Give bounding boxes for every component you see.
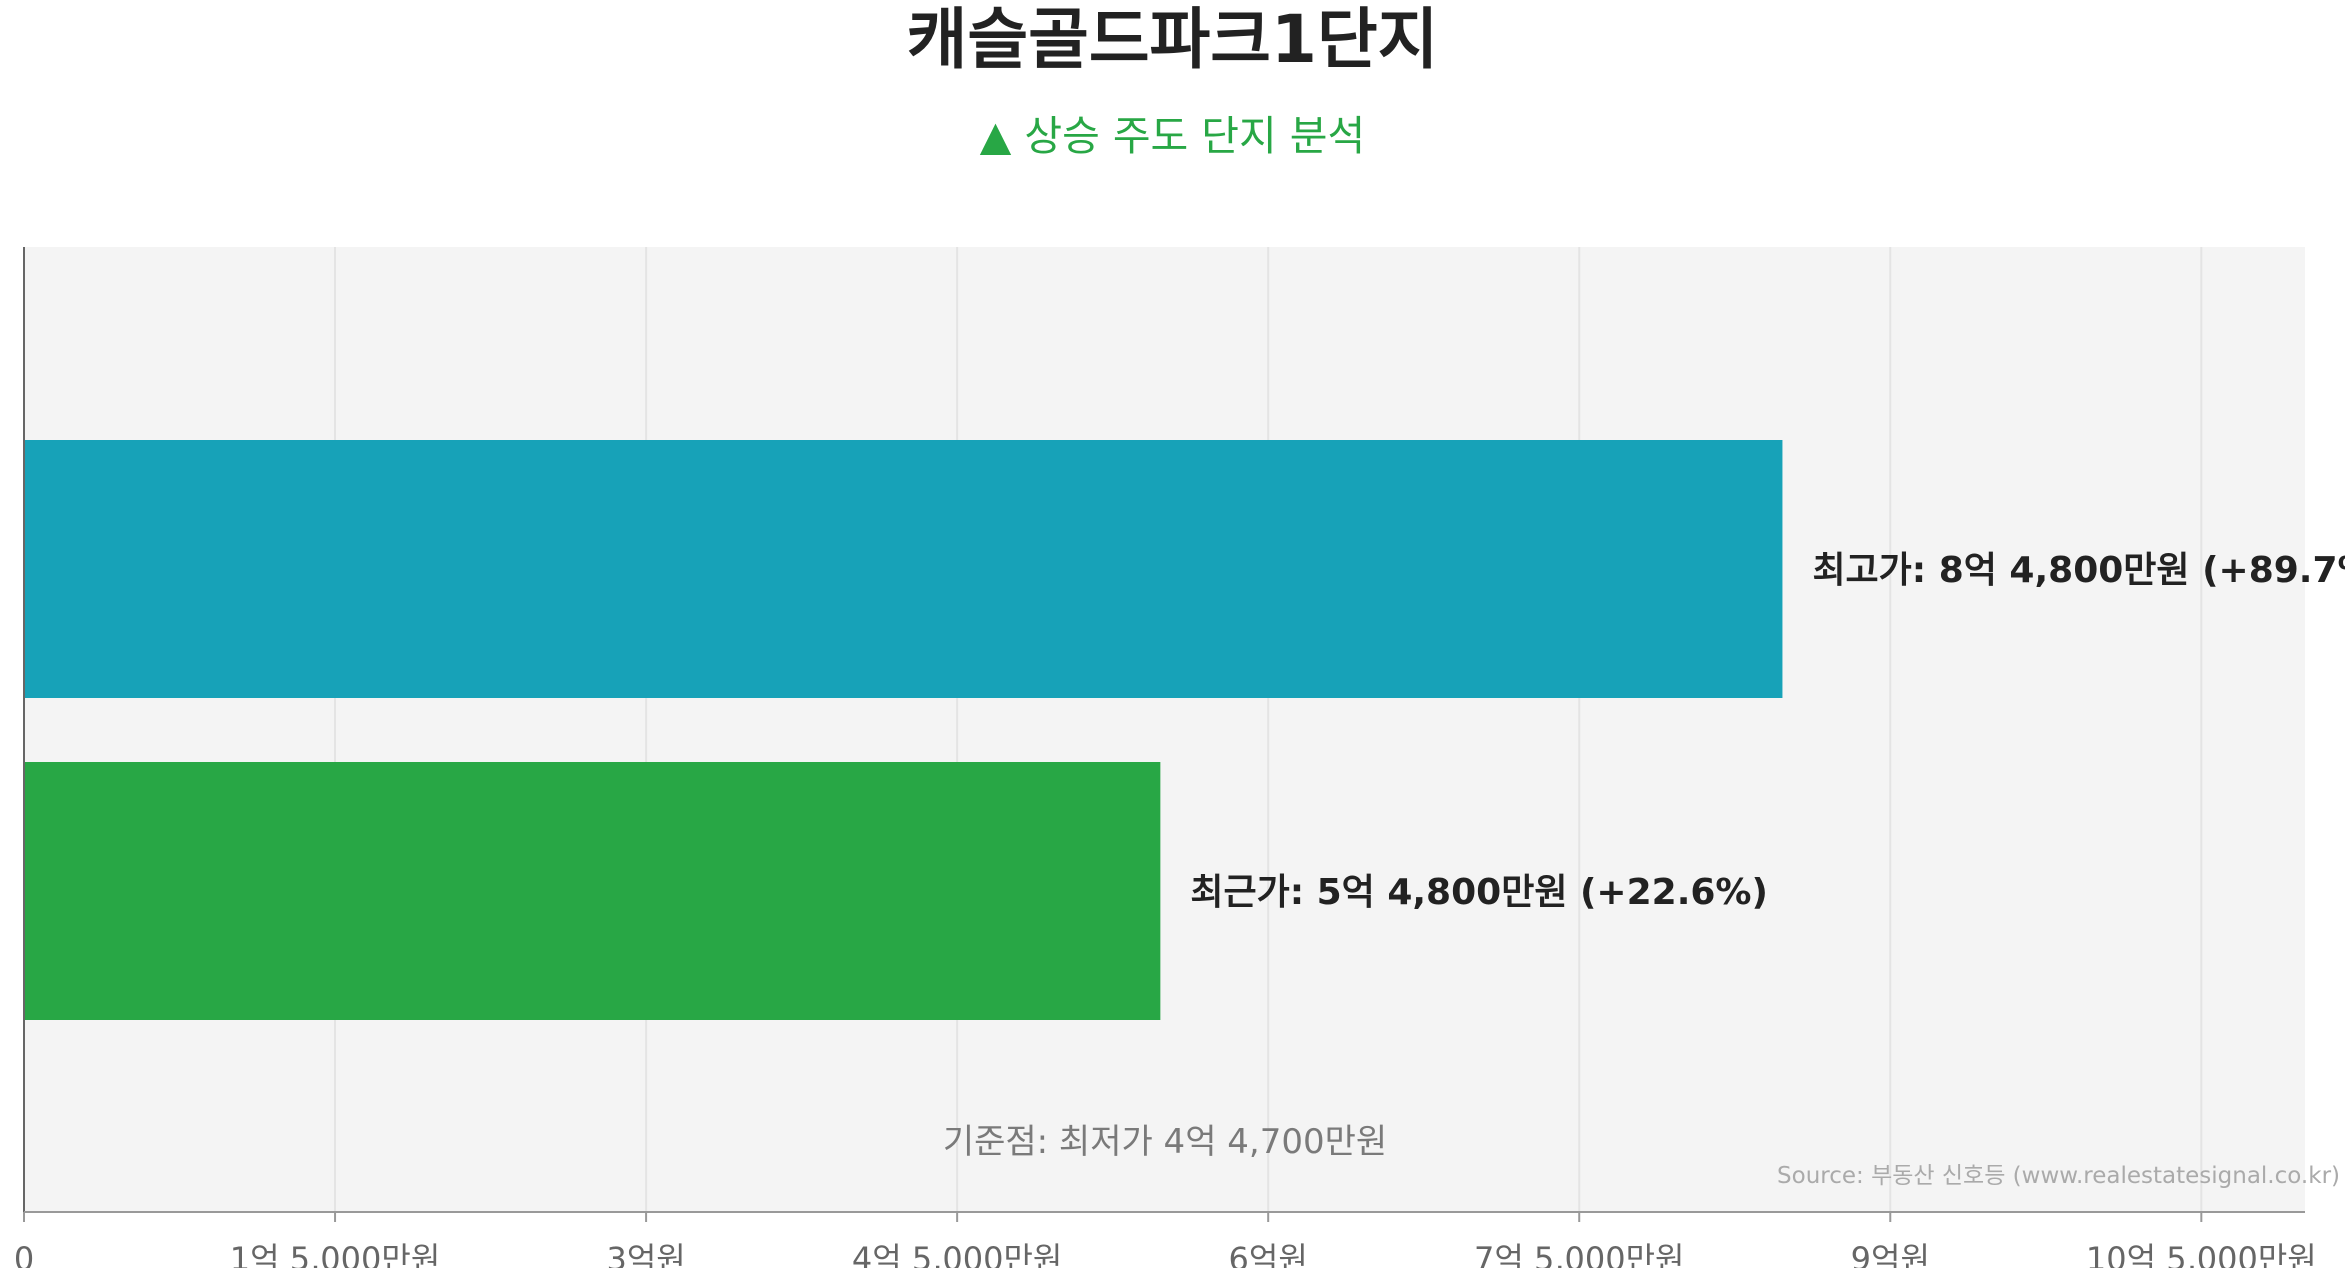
x-tick-label: 1억 5,000만원	[230, 1240, 440, 1268]
x-tick-label: 0	[14, 1240, 34, 1268]
chart-title: 캐슬골드파크1단지	[906, 1, 1439, 78]
bars	[24, 440, 1783, 1020]
grid-lines	[334, 247, 2203, 1212]
bar-labels: 최고가: 8억 4,800만원 (+89.7%) 최근가: 5억 4,800만원 …	[1190, 550, 2345, 913]
x-tick-label: 7억 5,000만원	[1474, 1240, 1684, 1268]
source-note: Source: 부동산 신호등 (www.realestatesignal.co…	[1777, 1163, 2340, 1189]
bar-label-recent: 최근가: 5억 4,800만원 (+22.6%)	[1190, 872, 1768, 913]
x-tick-label: 9억원	[1851, 1240, 1930, 1268]
chart-subtitle: ▲ 상승 주도 단지 분석	[979, 112, 1366, 160]
x-tick-label: 3억원	[606, 1240, 685, 1268]
baseline-note: 기준점: 최저가 4억 4,700만원	[943, 1122, 1387, 1162]
x-tick-label: 6억원	[1229, 1240, 1308, 1268]
bar-recent	[24, 762, 1161, 1020]
bar-max	[24, 440, 1783, 698]
x-axis-ticks: 0 1억 5,000만원 3억원 4억 5,000만원 6억원 7억 5,000만원 9억원…	[14, 1212, 2317, 1268]
x-tick-label: 4억 5,000만원	[852, 1240, 1062, 1268]
plot-background	[24, 247, 2305, 1212]
bar-label-max: 최고가: 8억 4,800만원 (+89.7%)	[1812, 550, 2345, 591]
x-tick-label: 10억 5,000만원	[2086, 1240, 2317, 1268]
